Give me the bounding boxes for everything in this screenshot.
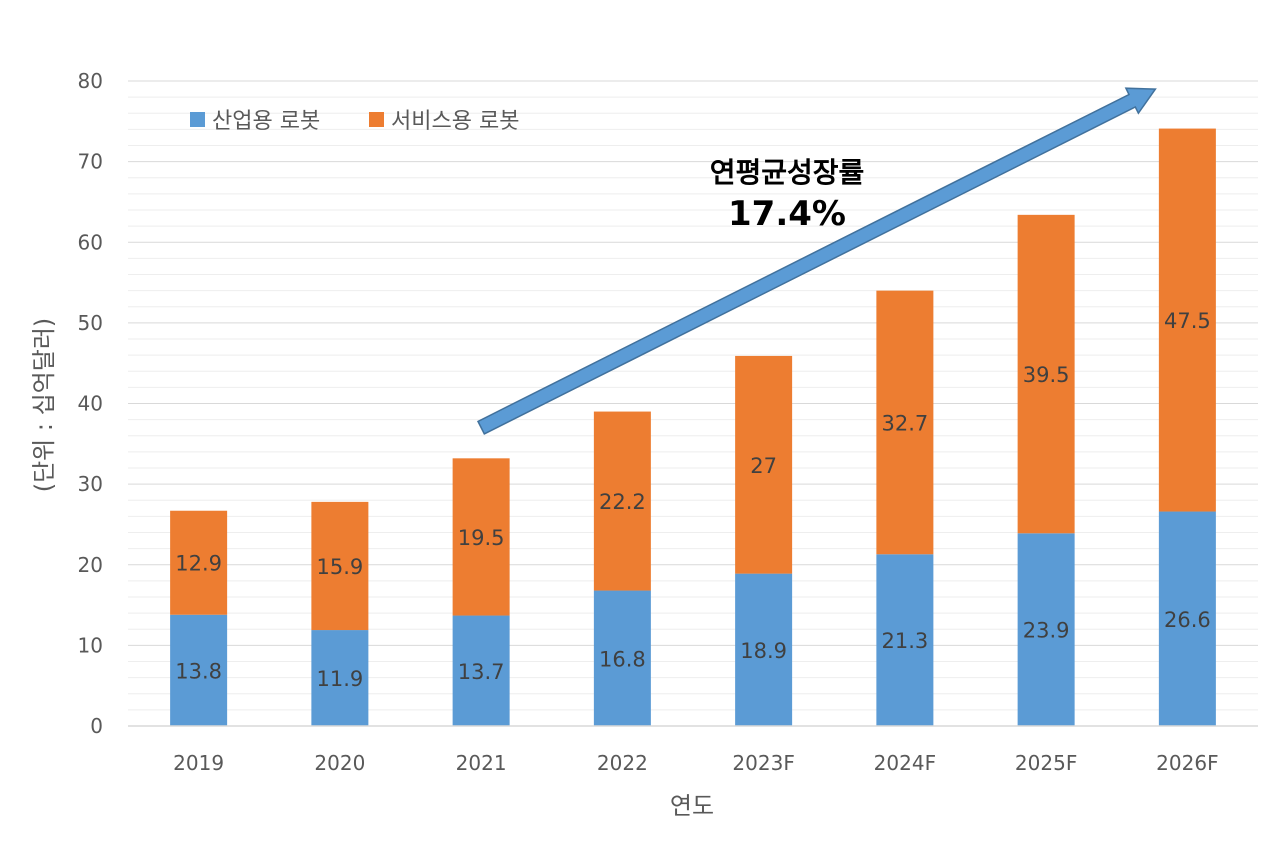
legend-swatch-industrial: [190, 112, 205, 127]
legend: 산업용 로봇 서비스용 로봇: [190, 109, 519, 134]
bar-service: [452, 458, 510, 616]
y-tick-label: 20: [78, 553, 103, 577]
bars: 13.8 12.9 11.9 15.9 13.7 19.5 16.8 22.2 18.9 27 21…: [170, 128, 1216, 726]
data-label-industrial: 26.6: [1164, 608, 1211, 632]
data-label-industrial: 18.9: [740, 639, 787, 663]
data-label-service: 15.9: [316, 555, 363, 579]
bar-industrial: [735, 573, 793, 726]
y-tick-label: 60: [78, 230, 103, 254]
bar-industrial: [876, 554, 934, 726]
y-axis-ticks: 0 10 20 30 40 50 60 70 80: [78, 69, 103, 738]
bar-service: [735, 355, 793, 574]
bar-industrial: [452, 615, 510, 726]
data-label-industrial: 21.3: [881, 629, 928, 653]
y-tick-label: 10: [78, 633, 103, 657]
data-label-industrial: 13.7: [458, 660, 505, 684]
x-tick-label: 2019: [173, 751, 224, 775]
x-tick-label: 2024F: [874, 751, 936, 775]
y-tick-label: 50: [78, 311, 103, 335]
legend-label-service: 서비스용 로봇: [391, 109, 519, 134]
bar-service: [1158, 128, 1216, 512]
y-axis-title: (단위 : 십억달러): [30, 318, 58, 493]
legend-swatch-service: [369, 112, 384, 127]
data-label-service: 19.5: [458, 526, 505, 550]
bar-industrial: [1017, 533, 1075, 726]
data-label-industrial: 13.8: [175, 659, 222, 683]
gridlines: [128, 80, 1258, 711]
bar-industrial: [311, 630, 369, 726]
x-tick-label: 2021: [456, 751, 507, 775]
bar-service: [876, 290, 934, 555]
data-label-service: 22.2: [599, 490, 646, 514]
cagr-annotation: 연평균성장률 17.4%: [476, 87, 1157, 435]
legend-label-industrial: 산업용 로봇: [212, 109, 320, 134]
cagr-value: 17.4%: [728, 194, 846, 234]
x-tick-label: 2022: [597, 751, 648, 775]
y-tick-label: 40: [78, 392, 103, 416]
data-label-service: 27: [750, 454, 777, 478]
bar-service: [170, 510, 228, 615]
data-label-industrial: 23.9: [1023, 619, 1070, 643]
x-axis-categories: 2019 2020 2021 2022 2023F 2024F 2025F 2026F: [173, 751, 1218, 775]
data-label-service: 39.5: [1023, 363, 1070, 387]
data-label-industrial: 16.8: [599, 647, 646, 671]
trend-arrow: [476, 87, 1157, 435]
data-label-service: 47.5: [1164, 309, 1211, 333]
x-axis-title: 연도: [670, 792, 714, 820]
y-tick-label: 30: [78, 472, 103, 496]
bar-service: [1017, 214, 1075, 534]
bar-industrial: [170, 614, 228, 726]
x-tick-label: 2023F: [732, 751, 794, 775]
bar-industrial: [1158, 511, 1216, 726]
bar-industrial: [593, 590, 651, 726]
data-label-service: 32.7: [881, 411, 928, 435]
data-label-industrial: 11.9: [316, 667, 363, 691]
x-tick-label: 2026F: [1156, 751, 1218, 775]
x-tick-label: 2020: [314, 751, 365, 775]
y-tick-label: 80: [78, 69, 103, 93]
y-tick-label: 0: [90, 714, 103, 738]
bar-service: [593, 411, 651, 591]
data-label-service: 12.9: [175, 552, 222, 576]
cagr-label: 연평균성장률: [710, 156, 865, 189]
bar-service: [311, 501, 369, 631]
x-tick-label: 2025F: [1015, 751, 1077, 775]
y-tick-label: 70: [78, 150, 103, 174]
